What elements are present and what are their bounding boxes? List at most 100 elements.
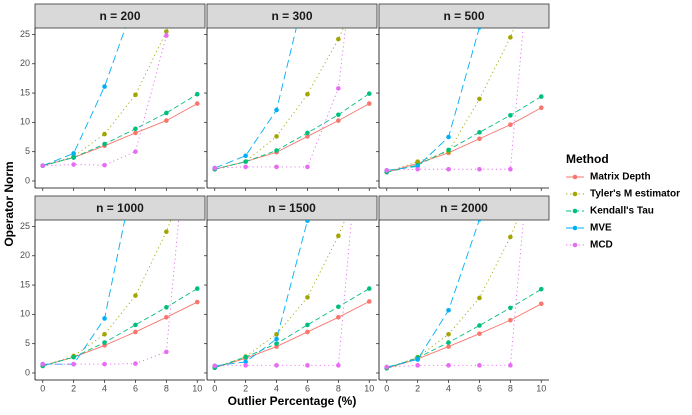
y-tick-label: 25 [20,221,30,231]
point [336,233,341,239]
point [102,162,107,168]
point [102,361,107,367]
line [214,28,297,169]
x-tick-label: 4 [274,383,279,393]
point [274,336,279,342]
point [415,363,420,368]
plot-area [384,28,544,175]
point [446,166,451,172]
point [243,159,248,164]
legend-key [572,174,578,180]
point [538,94,544,99]
point [336,112,341,118]
y-tick-label: 10 [20,309,30,319]
line [386,220,524,368]
point [102,131,107,137]
plot-area [384,107,544,371]
point [133,361,138,366]
point [366,101,372,106]
point [71,151,76,156]
point [71,162,76,167]
point [415,166,420,172]
point [212,363,218,369]
x-tick-label: 6 [477,383,482,393]
point [212,165,218,171]
strip-label: n = 1500 [268,201,316,215]
line [42,220,126,365]
line [42,28,126,167]
point [305,329,310,335]
line [42,93,198,167]
point [40,361,46,367]
legend-label: Tyler's M estimator [590,189,680,200]
point [477,363,482,368]
point [446,147,451,153]
line [386,28,524,171]
y-tick-label: 5 [25,338,30,348]
y-tick-label: 10 [20,117,30,127]
point [477,28,482,30]
y-tick-label: 20 [20,250,30,260]
line [214,301,370,369]
strip-label: n = 200 [99,9,140,23]
point [305,164,310,170]
y-tick-label: 25 [20,29,30,39]
line [386,96,542,173]
x-tick-label: 8 [164,383,169,393]
line [214,93,370,170]
point [243,354,248,360]
point [446,331,451,337]
point [508,166,513,172]
y-tick-label: 0 [25,175,30,185]
strip-label: n = 300 [271,9,312,23]
point [336,107,341,112]
legend-key [572,191,578,197]
point [243,164,248,170]
x-tick-label: 2 [71,383,76,393]
point [477,130,482,135]
line [214,220,352,367]
point [305,295,310,300]
line [214,220,346,369]
point [305,91,310,97]
point [133,293,138,298]
point [133,130,138,136]
point [366,286,372,291]
x-tick-label: 0 [40,383,45,393]
y-tick-label: 15 [20,87,30,97]
point [415,357,420,362]
point [305,363,310,368]
point [102,141,107,147]
strip [378,195,550,221]
point [133,92,138,98]
point [164,118,169,123]
point [508,122,513,128]
y-axis-label: Operator Norm [2,161,16,246]
strip [378,3,550,29]
legend-label: MCD [590,240,613,251]
strip-label: n = 2000 [440,201,488,215]
line [386,28,480,171]
y-tick-label: 0 [25,367,30,377]
point [415,159,420,164]
point [102,331,107,337]
point [102,316,107,321]
point [477,220,482,222]
line [386,303,542,369]
line [42,220,180,365]
plot-area [40,28,200,169]
x-tick-label: 2 [415,383,420,393]
x-tick-label: 0 [384,383,389,393]
point [133,166,138,171]
point [274,341,279,346]
point [305,134,310,139]
point [164,305,169,310]
x-axis-label: Outlier Percentage (%) [228,394,357,408]
point [508,107,513,112]
line [214,220,309,367]
point [538,301,544,307]
legend-key [572,208,578,214]
point [102,84,107,89]
point [164,349,169,355]
